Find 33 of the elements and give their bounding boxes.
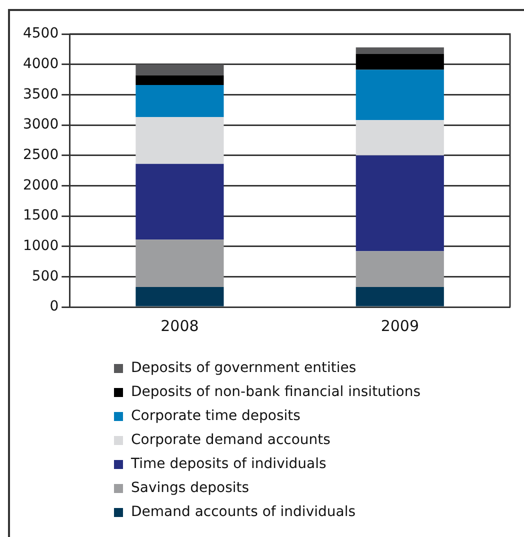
y-tick-label: 500 [32, 268, 59, 284]
y-tick-label: 4500 [22, 26, 59, 42]
legend-label: Time deposits of individuals [131, 456, 326, 472]
bar [356, 70, 444, 120]
legend-label: Deposits of government entities [131, 360, 356, 376]
bar [356, 47, 444, 54]
bar [356, 286, 444, 306]
x-tick-label: 2009 [380, 316, 419, 335]
bar [136, 117, 224, 164]
bar [136, 240, 224, 287]
bar [356, 155, 444, 252]
bar [136, 64, 224, 76]
y-tick-label: 1500 [22, 208, 59, 224]
legend-label: Corporate time deposits [131, 408, 300, 424]
y-tick-label: 4000 [22, 56, 59, 72]
y-tick-label: 3000 [22, 116, 59, 133]
legend-label: Deposits of non-bank financial insitutions [131, 384, 421, 400]
bar [136, 286, 224, 306]
bar [136, 84, 224, 118]
legend-label: Savings deposits [131, 480, 250, 496]
bar [136, 75, 224, 85]
bar [356, 251, 444, 287]
x-tick-label: 2008 [160, 316, 199, 335]
y-tick-label: 1000 [22, 238, 59, 254]
y-tick-label: 2000 [22, 177, 59, 194]
y-tick-label: 3500 [22, 86, 59, 102]
legend-label: Demand accounts of individuals [131, 504, 356, 520]
y-tick-label: 2500 [22, 146, 59, 163]
bar [136, 164, 224, 240]
y-tick-label: 0 [50, 298, 59, 315]
bar [356, 120, 444, 156]
legend-label: Corporate demand accounts [131, 432, 330, 448]
bar [356, 54, 444, 70]
